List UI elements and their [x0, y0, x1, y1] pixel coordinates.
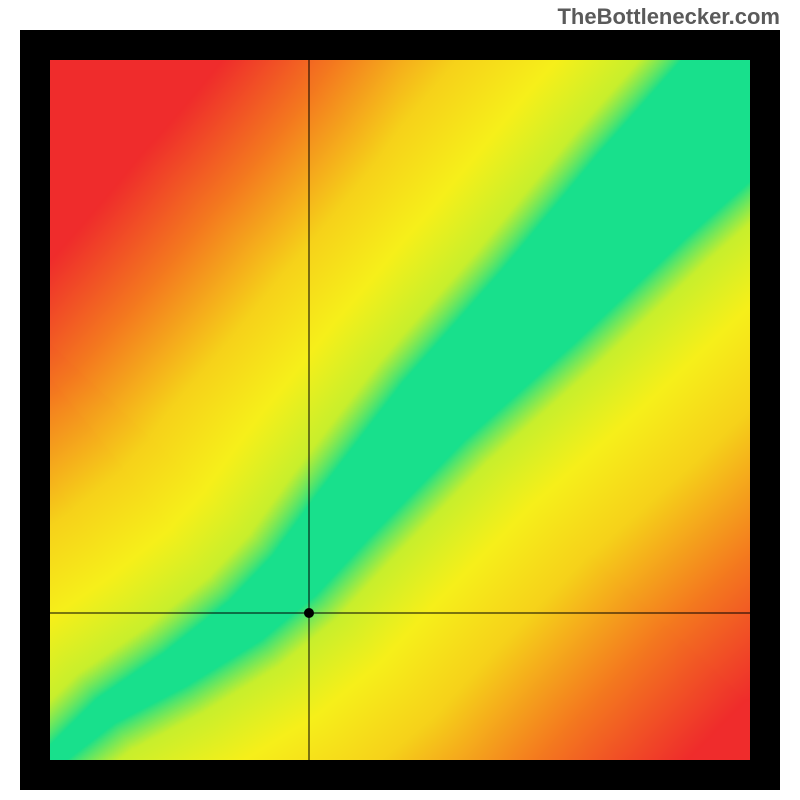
figure-container: TheBottlenecker.com — [0, 0, 800, 800]
watermark-text: TheBottlenecker.com — [557, 4, 780, 30]
chart-border — [20, 30, 780, 790]
heatmap-canvas — [50, 60, 750, 760]
